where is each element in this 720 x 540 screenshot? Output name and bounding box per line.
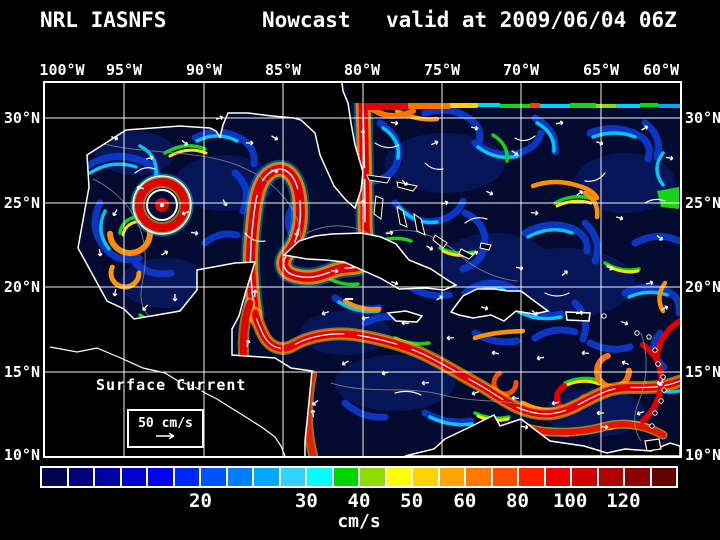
lon-label: 65°W bbox=[582, 61, 620, 79]
lon-label: 95°W bbox=[105, 61, 143, 79]
colorbar-segment bbox=[519, 468, 544, 486]
colorbar-tick: 30 bbox=[294, 490, 318, 512]
colorbar-tick: 120 bbox=[606, 490, 641, 512]
colorbar-segment bbox=[651, 468, 676, 486]
colorbar-tick: 20 bbox=[189, 490, 212, 512]
lat-label: 15°N bbox=[685, 363, 720, 381]
model-name: NRL IASNFS bbox=[40, 8, 167, 32]
colorbar-segment bbox=[121, 468, 146, 486]
colorbar-segment bbox=[572, 468, 597, 486]
colorbar-segment bbox=[413, 468, 438, 486]
valid-time: valid at 2009/06/04 06Z bbox=[386, 8, 677, 32]
colorbar-segment bbox=[227, 468, 252, 486]
colorbar-segment bbox=[598, 468, 623, 486]
colorbar-segment bbox=[95, 468, 120, 486]
colorbar-segment bbox=[360, 468, 385, 486]
surface-current-map bbox=[45, 83, 680, 456]
colorbar-segment bbox=[386, 468, 411, 486]
colorbar-segment bbox=[333, 468, 358, 486]
vector-scale-value: 50 cm/s bbox=[138, 416, 193, 431]
colorbar-tick: 40 bbox=[347, 490, 371, 512]
colorbar-segment bbox=[492, 468, 517, 486]
colorbar-tick: 80 bbox=[506, 490, 529, 512]
lat-label: 20°N bbox=[3, 278, 40, 296]
lon-label: 85°W bbox=[264, 61, 302, 79]
lat-label: 25°N bbox=[3, 194, 40, 212]
lon-label: 80°W bbox=[343, 61, 381, 79]
speed-colorbar bbox=[40, 466, 678, 488]
colorbar-tick: 50 bbox=[400, 490, 424, 512]
map-plot-area bbox=[43, 81, 682, 458]
colorbar-tick: 60 bbox=[453, 490, 477, 512]
colorbar-segment bbox=[466, 468, 491, 486]
colorbar-segment bbox=[148, 468, 173, 486]
colorbar-segment bbox=[307, 468, 332, 486]
colorbar-segment bbox=[254, 468, 279, 486]
lon-label: 100°W bbox=[39, 61, 85, 79]
lon-label: 90°W bbox=[185, 61, 223, 79]
colorbar-segment bbox=[625, 468, 650, 486]
colorbar-segment bbox=[174, 468, 199, 486]
lat-label: 20°N bbox=[685, 278, 720, 296]
colorbar-segment bbox=[545, 468, 570, 486]
colorbar-segment bbox=[68, 468, 93, 486]
lat-label: 30°N bbox=[685, 109, 720, 127]
lat-label: 10°N bbox=[685, 446, 720, 464]
lon-label: 75°W bbox=[423, 61, 461, 79]
colorbar-segment bbox=[280, 468, 305, 486]
lat-label: 30°N bbox=[3, 109, 40, 127]
lon-label: 60°W bbox=[642, 61, 680, 79]
vector-scale-box: 50 cm/s bbox=[127, 409, 204, 448]
colorbar-tick: 100 bbox=[552, 490, 588, 512]
product-name: Nowcast bbox=[262, 8, 351, 32]
lat-label: 10°N bbox=[3, 446, 40, 464]
colorbar-unit: cm/s bbox=[337, 511, 381, 532]
colorbar-segment bbox=[439, 468, 464, 486]
lat-label: 25°N bbox=[685, 194, 720, 212]
colorbar-segment bbox=[42, 468, 67, 486]
colorbar-segment bbox=[201, 468, 226, 486]
field-label: Surface Current bbox=[96, 376, 247, 394]
scale-arrow-icon bbox=[155, 432, 174, 440]
lat-label: 15°N bbox=[3, 363, 40, 381]
lon-label: 70°W bbox=[502, 61, 540, 79]
colorbar-ticks: 20 30 40 50 60 80 100 120 bbox=[42, 490, 676, 512]
